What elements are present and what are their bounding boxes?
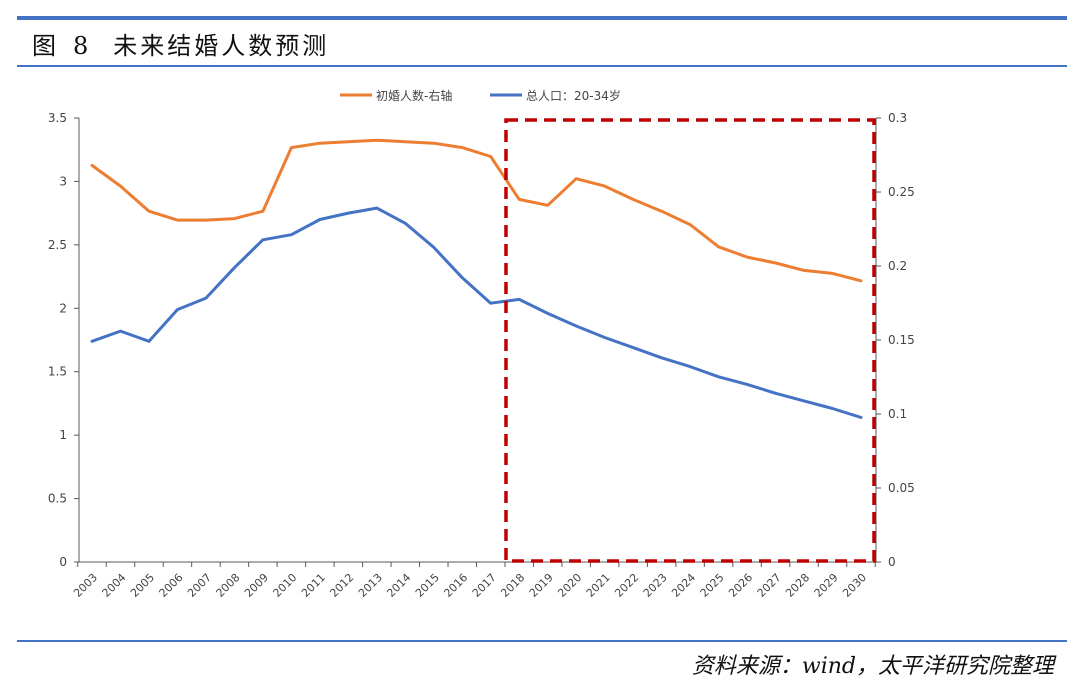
line-chart: 0 0.5 1 1.5 2 2.5 3 3.5 0 0.05 0.1 0.15 0.2 0.25 0.3 20… — [48, 88, 915, 600]
x-axis-tick-label: 2003 — [71, 571, 100, 600]
right-axis-tick-label: 0.2 — [888, 259, 907, 273]
series-line-first-marriages — [90, 138, 863, 283]
legend-label-population-20-34: 总人口：20-34岁 — [526, 88, 621, 103]
right-axis-tick-label: 0.05 — [888, 481, 915, 495]
figure-label: 图 — [32, 32, 59, 60]
source-note: 资料来源：wind，太平洋研究院整理 — [691, 654, 1054, 679]
bottom-rule — [17, 640, 1067, 642]
x-axis-tick-label: 2028 — [783, 571, 812, 600]
x-axis-tick-label: 2005 — [128, 571, 157, 600]
x-axis-tick-label: 2029 — [812, 571, 841, 600]
title-rule — [17, 65, 1067, 67]
x-axis-tick-label: 2022 — [612, 571, 641, 600]
x-axis-tick-label: 2027 — [755, 571, 784, 600]
left-axis-tick-label: 3.5 — [48, 111, 67, 125]
x-axis-tick-label: 2011 — [299, 571, 328, 600]
left-axis-tick-label: 0.5 — [48, 492, 67, 506]
right-axis-tick-label: 0.1 — [888, 407, 907, 421]
x-axis-tick-label: 2025 — [698, 571, 727, 600]
x-axis-tick-label: 2018 — [498, 571, 527, 600]
x-axis-tick-label: 2008 — [214, 571, 243, 600]
figure-number: 8 — [73, 32, 92, 60]
legend-label-first-marriages: 初婚人数-右轴 — [376, 88, 452, 103]
x-axis-tick-label: 2030 — [840, 571, 869, 600]
x-axis-tick-label: 2017 — [470, 571, 499, 600]
x-axis-tick-label: 2020 — [555, 571, 584, 600]
x-axis-tick-label: 2007 — [185, 571, 214, 600]
x-axis-tick-label: 2015 — [413, 571, 442, 600]
x-axis-tick-label: 2006 — [157, 571, 186, 600]
x-axis-tick-label: 2009 — [242, 571, 271, 600]
left-axis-tick-label: 1.5 — [48, 365, 67, 379]
x-axis-tick-label: 2024 — [669, 571, 698, 600]
right-axis-tick-label: 0.25 — [888, 185, 915, 199]
left-axis-tick-label: 2 — [59, 301, 67, 315]
x-axis-tick-label: 2016 — [441, 571, 470, 600]
x-axis-tick-label: 2021 — [584, 571, 613, 600]
right-axis-tick-label: 0.15 — [888, 333, 915, 347]
x-axis-tick-label: 2014 — [384, 571, 413, 600]
figure-title: 图 8 未来结婚人数预测 — [32, 26, 329, 61]
left-axis-tick-label: 3 — [59, 174, 67, 188]
x-axis-tick-label: 2004 — [100, 571, 129, 600]
x-axis-tick-label: 2019 — [527, 571, 556, 600]
left-axis-tick-label: 2.5 — [48, 238, 67, 252]
x-axis-tick-label: 2023 — [641, 571, 670, 600]
figure-caption: 未来结婚人数预测 — [113, 32, 330, 60]
x-axis-tick-label: 2010 — [271, 571, 300, 600]
right-axis-tick-label: 0.3 — [888, 111, 907, 125]
top-rule — [17, 16, 1067, 20]
left-axis-tick-label: 1 — [59, 428, 67, 442]
x-axis-tick-label: 2026 — [726, 571, 755, 600]
right-axis-tick-label: 0 — [888, 555, 896, 569]
left-axis-tick-label: 0 — [59, 555, 67, 569]
forecast-highlight-box — [504, 118, 876, 563]
x-axis-tick-label: 2013 — [356, 571, 385, 600]
x-axis-tick-label: 2012 — [327, 571, 356, 600]
series-line-population-20-34 — [90, 206, 863, 419]
